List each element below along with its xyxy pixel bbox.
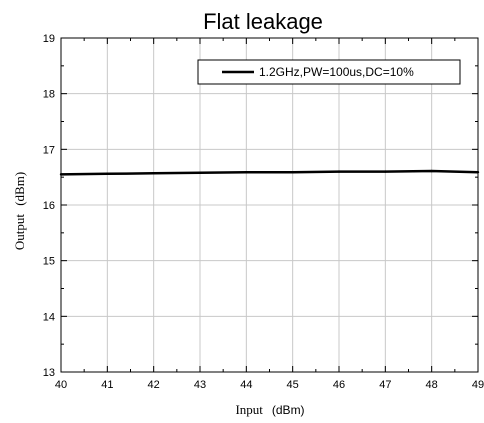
y-axis-label-name: Output <box>12 214 27 251</box>
y-tick-label: 17 <box>43 144 55 156</box>
data-point <box>476 170 480 174</box>
x-tick-label: 43 <box>194 379 206 391</box>
x-tick-label: 40 <box>55 379 67 391</box>
x-tick-label: 44 <box>240 379 252 391</box>
data-point <box>59 173 63 176</box>
x-tick-label: 45 <box>287 379 299 391</box>
legend: 1.2GHz,PW=100us,DC=10% <box>197 59 461 85</box>
y-tick-label: 19 <box>43 33 55 45</box>
y-axis-label: Output (dBm) <box>12 172 27 250</box>
x-tick-label: 48 <box>426 379 438 391</box>
plot-area: 40 41 42 43 44 45 46 47 48 49 13 14 15 16 17 18 19 <box>43 33 484 391</box>
y-tick-label: 15 <box>43 256 55 268</box>
series-line <box>60 169 479 176</box>
y-tick-label: 16 <box>43 200 55 212</box>
x-tick-label: 41 <box>101 379 113 391</box>
y-tick-label: 18 <box>43 89 55 101</box>
y-tick-label: 14 <box>43 311 55 323</box>
legend-label: 1.2GHz,PW=100us,DC=10% <box>259 65 414 79</box>
data-point <box>430 169 433 173</box>
data-point <box>291 170 294 174</box>
x-tick-label: 42 <box>148 379 160 391</box>
data-point <box>337 170 341 173</box>
data-point <box>245 170 248 174</box>
data-point <box>152 172 155 175</box>
y-axis-label-unit: (dBm) <box>12 172 27 206</box>
x-axis-label-unit: (dBm) <box>272 403 305 417</box>
data-point <box>384 170 387 173</box>
data-point <box>198 171 202 174</box>
x-tick-label: 46 <box>333 379 345 391</box>
x-tick-label: 49 <box>472 379 484 391</box>
chart-title: Flat leakage <box>203 9 323 34</box>
y-tick-label: 13 <box>43 367 55 379</box>
x-axis-label: Input (dBm) <box>235 401 304 418</box>
x-axis-label-name: Input <box>235 402 263 417</box>
data-point <box>106 172 109 176</box>
x-tick-label: 47 <box>379 379 391 391</box>
